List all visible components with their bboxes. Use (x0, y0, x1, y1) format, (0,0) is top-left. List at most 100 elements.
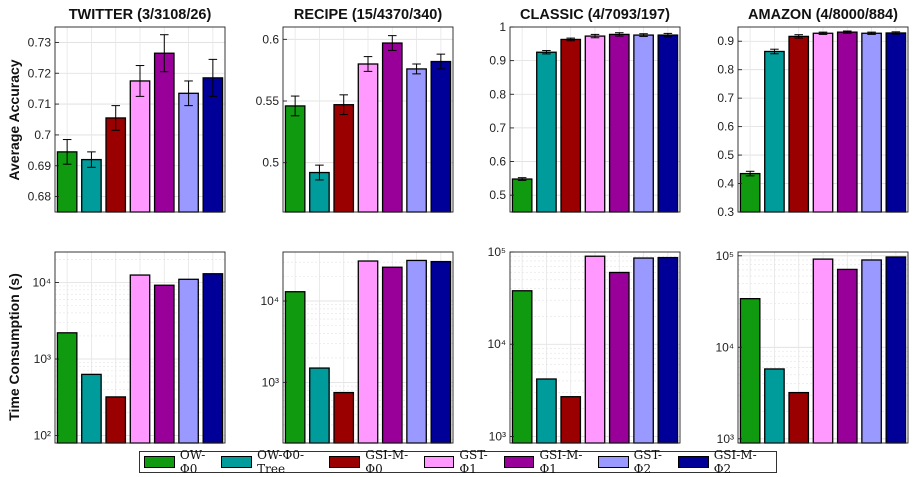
y-tick-label: 0.5 (489, 188, 506, 202)
bar-7 (657, 34, 679, 213)
chart-panel-8: 10³ 10⁴ 10⁵ (715, 249, 909, 446)
bar-7 (202, 77, 224, 213)
y-tick-label: 0.55 (256, 94, 280, 108)
chart-panel-5: 10² 10³ 10⁴ (32, 251, 226, 444)
axes-box (737, 26, 909, 213)
y-tick-label: 0.9 (717, 34, 734, 48)
y-tick-label: 10⁴ (487, 337, 506, 351)
bar-7 (885, 256, 907, 444)
y-tick-label: 10⁵ (716, 249, 734, 263)
y-tick-label: 0.8 (717, 63, 734, 77)
bar-6 (406, 259, 427, 444)
y-tick-label: 10³ (489, 429, 506, 443)
error-bar-6 (412, 63, 421, 75)
legend-label: GSI-M-Φ2 (713, 448, 757, 476)
error-bar-3 (111, 105, 120, 131)
chart-panel-1: 0.68 0.69 0.7 0.71 0.72 0.73 TWITTER (3/3108/2… (28, 7, 226, 213)
chart-title: CLASSIC (4/7093/197) (520, 7, 670, 23)
y-tick-label: 0.5 (717, 148, 734, 162)
error-bar-3 (339, 94, 348, 116)
legend-item: GST-Φ2 (597, 448, 678, 476)
legend-item: GSI-M-Φ0 (329, 448, 423, 476)
error-bar-7 (436, 53, 446, 70)
y-tick-label: 0.7 (34, 128, 51, 142)
bar-7 (202, 273, 224, 444)
bar-4 (584, 255, 606, 444)
bar-1 (739, 298, 761, 444)
y-tick-label: 10² (34, 429, 51, 443)
y-tick-label: 0.5 (262, 156, 279, 170)
error-bar-2 (770, 48, 779, 55)
axes-box (282, 251, 454, 444)
error-bar-4 (590, 33, 600, 39)
bar-1 (284, 105, 306, 213)
error-bar-7 (208, 58, 218, 97)
error-bar-5 (388, 35, 397, 51)
y-tick-label: 10⁵ (488, 245, 506, 259)
bar-1 (511, 290, 533, 444)
bar-2 (81, 373, 102, 444)
y-tick-label: 0.68 (28, 190, 52, 204)
bar-3 (560, 396, 582, 444)
y-tick-label: 0.7 (717, 91, 734, 105)
bar-6 (633, 257, 654, 444)
bar-5 (608, 33, 630, 213)
bar-5 (153, 284, 175, 444)
bar-6 (861, 259, 882, 444)
axes-box (282, 26, 454, 213)
axes-box (509, 251, 681, 444)
error-bar-1 (517, 177, 527, 181)
y-tick-label: 10³ (262, 375, 279, 389)
bar-7 (430, 260, 452, 444)
bar-2 (309, 367, 330, 444)
y-tick-label: 0.7 (489, 121, 506, 135)
bar-2 (764, 368, 785, 444)
bar-7 (657, 256, 679, 444)
chart-panel-2: 0.5 0.55 0.6 RECIPE (15/4370/340) (256, 7, 454, 213)
y-tick-label: 0.3 (717, 205, 734, 219)
bar-2 (536, 378, 557, 444)
y-tick-label: 1 (499, 20, 506, 34)
bar-2 (764, 50, 785, 213)
y-tick-label: 0.72 (28, 66, 52, 80)
legend-item: GSI-M-Φ2 (677, 448, 772, 476)
error-bar-6 (639, 33, 648, 37)
error-bar-7 (891, 31, 901, 35)
legend-swatch (597, 456, 629, 468)
legend-swatch (423, 456, 455, 468)
bar-1 (511, 178, 533, 213)
legend: OW-Φ0 OW-Φ0-Tree GSI-M-Φ0 GST-Φ1 GSI-M-Φ1 GST… (139, 448, 777, 476)
bar-4 (584, 35, 606, 213)
bar-3 (788, 35, 810, 213)
bar-2 (536, 51, 557, 213)
error-bar-1 (62, 139, 72, 165)
error-bar-3 (566, 37, 575, 42)
chart-panel-3: 0.5 0.6 0.7 0.8 0.9 1 CLASSIC (4/7093/197) (489, 7, 681, 213)
axes-box (509, 26, 681, 213)
y-tick-label: 10⁴ (260, 294, 279, 308)
error-bar-2 (315, 164, 324, 181)
legend-swatch (221, 456, 253, 468)
chart-title: TWITTER (3/3108/26) (69, 7, 212, 23)
legend-label: GST-Φ1 (459, 448, 488, 476)
y-tick-label: 0.8 (489, 87, 506, 101)
legend-item: OW-Φ0-Tree (221, 448, 329, 476)
row-label-time: Time Consumption (s) (6, 273, 22, 421)
bar-5 (153, 52, 175, 213)
bar-1 (284, 291, 306, 444)
bar-5 (608, 271, 630, 444)
chart-panel-6: 10³ 10⁴ (260, 251, 454, 444)
legend-item: GSI-M-Φ1 (503, 448, 598, 476)
bar-7 (430, 60, 452, 213)
bar-6 (406, 68, 427, 213)
error-bar-6 (184, 80, 193, 107)
legend-swatch (144, 456, 175, 468)
bar-6 (178, 278, 199, 444)
y-tick-label: 0.6 (717, 120, 734, 134)
bar-5 (836, 268, 858, 444)
chart-title: RECIPE (15/4370/340) (294, 7, 442, 23)
error-bar-5 (615, 32, 624, 37)
legend-item: GST-Φ1 (423, 448, 504, 476)
bar-5 (381, 42, 403, 213)
